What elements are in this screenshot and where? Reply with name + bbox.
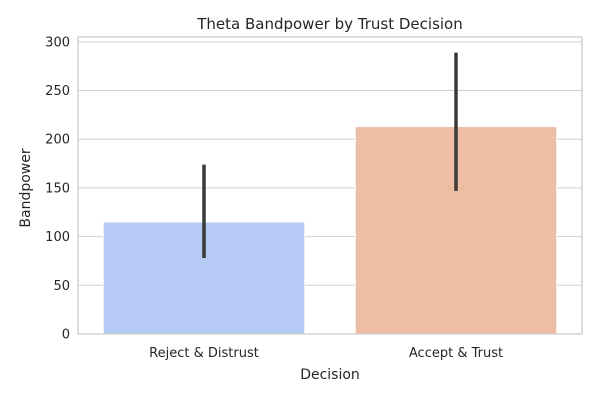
x-tick-label: Accept & Trust [409, 346, 503, 361]
x-axis-label: Decision [300, 367, 360, 383]
error-bars [202, 52, 458, 259]
y-tick-label: 50 [53, 279, 70, 294]
y-tick-label: 150 [45, 181, 70, 196]
y-tick-label: 300 [45, 35, 70, 50]
y-tick-label: 100 [45, 230, 70, 245]
y-tick-label: 200 [45, 133, 70, 148]
x-tick-labels: Reject & Distrust Accept & Trust [149, 346, 503, 361]
y-tick-labels: 0 50 100 150 200 250 300 [45, 35, 70, 342]
chart-title: Theta Bandpower by Trust Decision [196, 15, 463, 33]
y-axis-label: Bandpower [18, 148, 34, 227]
x-tick-label: Reject & Distrust [149, 346, 259, 361]
plot-frame [77, 36, 583, 335]
y-tick-label: 250 [45, 84, 70, 99]
y-tick-label: 0 [62, 328, 70, 343]
